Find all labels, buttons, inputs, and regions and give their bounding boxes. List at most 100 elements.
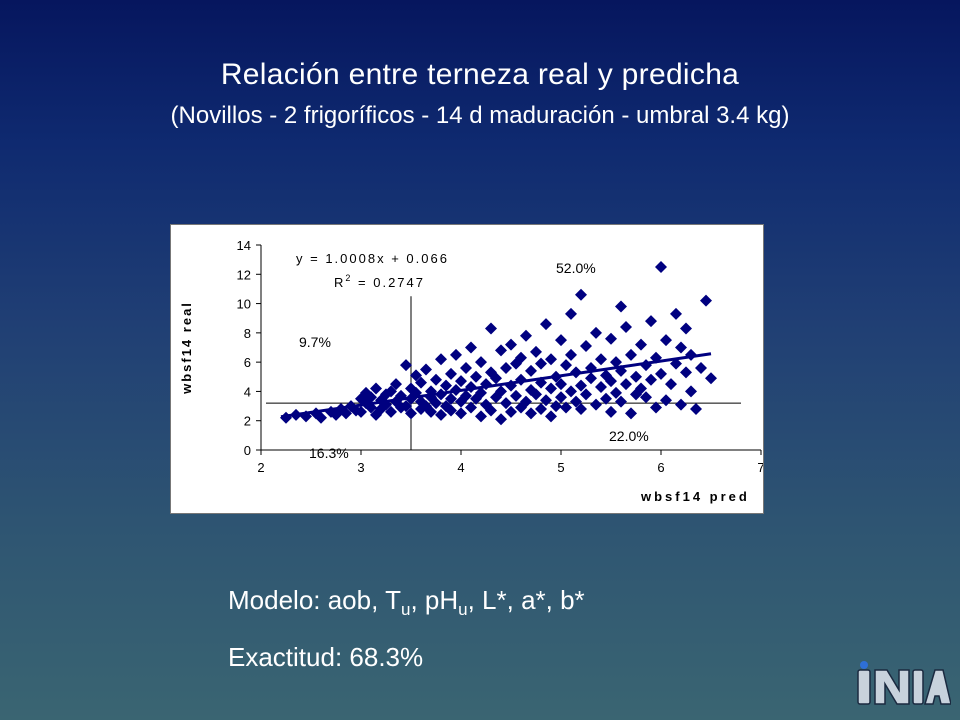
x-tick-label: 5	[557, 460, 564, 475]
quadrant-label: 22.0%	[609, 428, 649, 444]
data-point	[520, 329, 532, 342]
data-point	[635, 338, 647, 351]
data-point	[645, 315, 657, 328]
x-tick-label: 2	[257, 460, 264, 475]
data-point	[675, 398, 687, 411]
data-point	[640, 391, 652, 404]
data-point	[545, 382, 557, 395]
model-prefix: Modelo: aob, T	[228, 585, 401, 615]
data-point	[595, 381, 607, 394]
data-point	[490, 372, 502, 385]
data-point	[340, 407, 352, 420]
data-point	[680, 322, 692, 335]
data-point	[505, 379, 517, 392]
y-tick-label: 10	[237, 297, 251, 312]
data-point	[415, 376, 427, 389]
data-point	[670, 307, 682, 320]
y-tick-label: 8	[244, 326, 251, 341]
data-point	[365, 391, 377, 404]
data-point	[410, 369, 422, 382]
data-point	[545, 353, 557, 366]
data-point	[515, 373, 527, 386]
data-point	[615, 300, 627, 313]
data-point	[280, 411, 292, 424]
data-point	[460, 389, 472, 402]
y-tick-label: 12	[237, 267, 251, 282]
data-point	[525, 407, 537, 420]
data-point	[435, 408, 447, 421]
data-point	[595, 353, 607, 366]
data-point	[415, 395, 427, 408]
data-point	[560, 401, 572, 414]
data-point	[495, 413, 507, 426]
data-point	[300, 410, 312, 423]
quadrant-label: 52.0%	[556, 260, 596, 276]
data-point	[525, 383, 537, 396]
data-point	[665, 378, 677, 391]
slide-title: Relación entre terneza real y predicha	[220, 58, 740, 91]
data-point	[445, 367, 457, 380]
data-point	[430, 373, 442, 386]
data-point	[635, 382, 647, 395]
data-point	[690, 403, 702, 415]
data-point	[585, 372, 597, 385]
data-point	[515, 401, 527, 414]
data-point	[500, 362, 512, 374]
data-point	[485, 322, 497, 335]
data-point	[430, 397, 442, 410]
data-point	[555, 391, 567, 404]
data-point	[445, 392, 457, 405]
x-axis-label: wbsf14 pred	[640, 489, 750, 504]
data-point	[655, 260, 667, 273]
r-squared-r: R	[334, 275, 345, 290]
data-point	[390, 378, 402, 391]
data-point	[530, 388, 542, 401]
data-point	[400, 359, 412, 372]
data-point	[315, 411, 327, 424]
trend-line-group	[280, 352, 712, 419]
threshold-lines	[266, 296, 741, 450]
data-point	[465, 401, 477, 414]
inia-logo-icon	[857, 661, 951, 705]
data-point	[590, 326, 602, 339]
data-point	[440, 379, 452, 392]
slide-subtitle: (Novillos - 2 frigoríficos - 14 d madura…	[170, 102, 790, 129]
data-point	[400, 400, 412, 413]
data-point	[625, 348, 637, 361]
data-point	[565, 348, 577, 361]
data-point	[495, 344, 507, 357]
data-point	[495, 385, 507, 398]
data-point	[575, 288, 587, 301]
data-point	[370, 382, 382, 395]
trend-line	[280, 352, 712, 419]
y-tick-label: 2	[244, 414, 251, 429]
data-point	[395, 401, 407, 414]
data-point	[685, 385, 697, 398]
data-point	[510, 389, 522, 402]
data-point	[660, 334, 672, 347]
data-point	[575, 379, 587, 392]
data-point	[610, 356, 622, 369]
data-points	[280, 260, 717, 426]
y-tick-label: 6	[244, 355, 251, 370]
data-point	[515, 351, 527, 364]
data-point	[590, 398, 602, 411]
data-point	[475, 356, 487, 369]
data-point	[675, 341, 687, 354]
data-point	[605, 375, 617, 388]
data-point	[425, 405, 437, 418]
data-point	[455, 407, 467, 420]
data-point	[545, 410, 557, 423]
data-point	[485, 404, 497, 417]
data-point	[405, 407, 417, 420]
data-point	[450, 348, 462, 361]
quadrant-label: 9.7%	[299, 334, 331, 350]
model-description: Modelo: aob, Tu, pHu, L*, a*, b*	[228, 585, 585, 620]
model-mid: , pH	[410, 585, 459, 615]
data-point	[460, 362, 472, 374]
data-point	[475, 386, 487, 399]
model-subscript-u-ph: u	[458, 600, 468, 620]
data-point	[465, 341, 477, 354]
data-point	[550, 400, 562, 413]
